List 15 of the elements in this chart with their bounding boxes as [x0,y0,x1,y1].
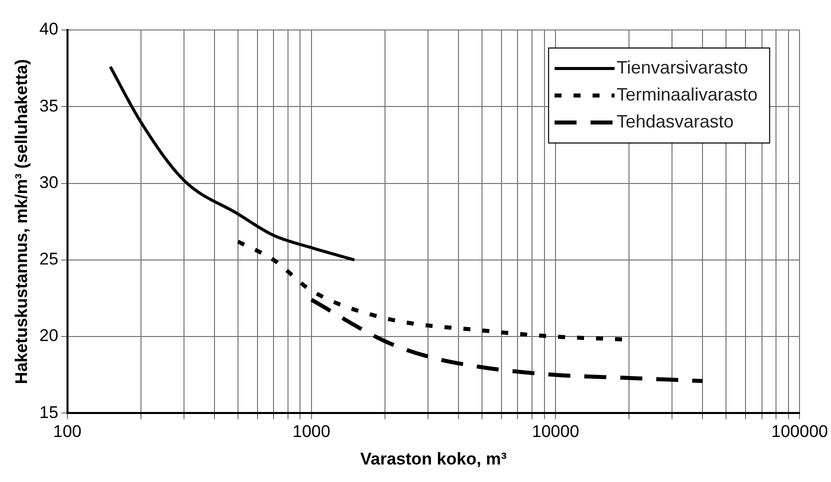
x-axis-title: Varaston koko, m³ [360,449,508,468]
y-tick-label: 15 [39,402,58,422]
x-tick-label: 1000 [292,422,330,442]
x-tick-label: 100000 [771,422,828,442]
legend-label: Tehdasvarasto [616,111,734,132]
legend-label: Tienvarsivarasto [616,57,748,78]
x-tick-label: 10000 [532,422,580,442]
y-tick-label: 30 [39,172,58,192]
y-tick-label: 25 [39,250,58,269]
x-tick-label: 100 [53,422,82,442]
y-tick-label: 40 [39,20,58,39]
y-axis-title: Haketuskustannus, mk/m³ (selluhaketta) [12,59,31,384]
y-tick-label: 35 [39,96,58,116]
y-tick-label: 20 [39,326,58,346]
legend-label: Terminaalivarasto [616,84,758,104]
